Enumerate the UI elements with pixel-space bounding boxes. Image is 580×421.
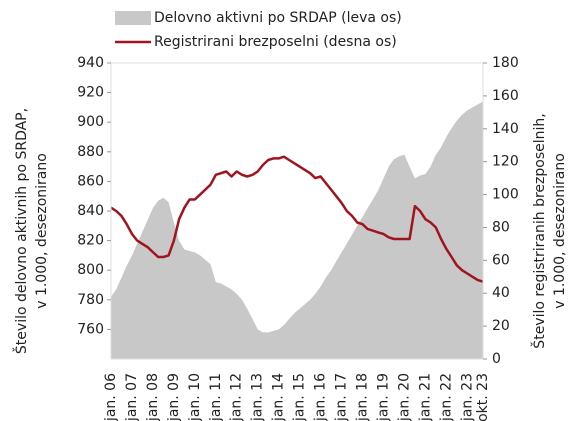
y-axis-title: v 1.000, desezonirano [34, 153, 50, 309]
y2-tick-label: 160 [492, 88, 519, 104]
x-tick-label: jan. 17 [334, 373, 350, 421]
y2-tick-label: 80 [492, 219, 510, 235]
y2-tick-label: 120 [492, 154, 519, 170]
y2-axis-title: Število registriranih brezposelnih, [530, 113, 548, 348]
y-tick-label: 920 [77, 85, 104, 101]
x-tick-label: jan. 07 [124, 373, 140, 421]
x-tick-label: jan. 22 [438, 373, 454, 421]
x-tick-label: jan. 06 [103, 373, 119, 421]
x-tick-label: okt. 23 [475, 373, 491, 421]
y-tick-label: 780 [77, 292, 104, 308]
y2-tick-label: 180 [492, 55, 519, 71]
y-tick-label: 800 [77, 262, 104, 278]
x-tick-label: jan. 21 [417, 373, 433, 421]
x-tick-label: jan. 15 [292, 373, 308, 421]
x-tick-label: jan. 14 [271, 373, 287, 421]
y2-tick-label: 60 [492, 252, 510, 268]
x-tick-label: jan. 23 [459, 373, 475, 421]
x-tick-label: jan. 13 [250, 373, 266, 421]
x-tick-label: jan. 09 [166, 373, 182, 421]
y-axis-title: Število delovno aktivnih po SRDAP, [12, 108, 30, 354]
area [111, 101, 483, 359]
legend-swatch [115, 11, 151, 25]
y-tick-label: 760 [77, 321, 104, 337]
legend-label: Delovno aktivni po SRDAP (leva os) [154, 10, 402, 26]
y-tick-label: 820 [77, 233, 104, 249]
y2-tick-label: 100 [492, 187, 519, 203]
legend-label: Registrirani brezposelni (desna os) [154, 34, 397, 50]
y-tick-label: 880 [77, 144, 104, 160]
y-tick-label: 900 [77, 114, 104, 130]
x-tick-label: jan. 10 [187, 373, 203, 421]
x-tick-label: jan. 20 [396, 373, 412, 421]
x-tick-label: jan. 19 [375, 373, 391, 421]
y2-tick-label: 140 [492, 121, 519, 137]
y-tick-label: 940 [77, 55, 104, 71]
y2-tick-label: 40 [492, 285, 510, 301]
x-tick-label: jan. 11 [208, 373, 224, 421]
y2-axis-title: v 1.000, desezonirano [552, 153, 568, 309]
y-tick-label: 840 [77, 203, 104, 219]
x-tick-label: jan. 18 [354, 373, 370, 421]
line [110, 155, 484, 283]
x-tick-label: jan. 12 [229, 373, 245, 421]
y2-tick-label: 0 [492, 351, 501, 367]
x-tick-label: jan. 08 [145, 373, 161, 421]
y-tick-label: 860 [77, 173, 104, 189]
y2-tick-label: 20 [492, 318, 510, 334]
x-tick-label: jan. 16 [313, 373, 329, 421]
